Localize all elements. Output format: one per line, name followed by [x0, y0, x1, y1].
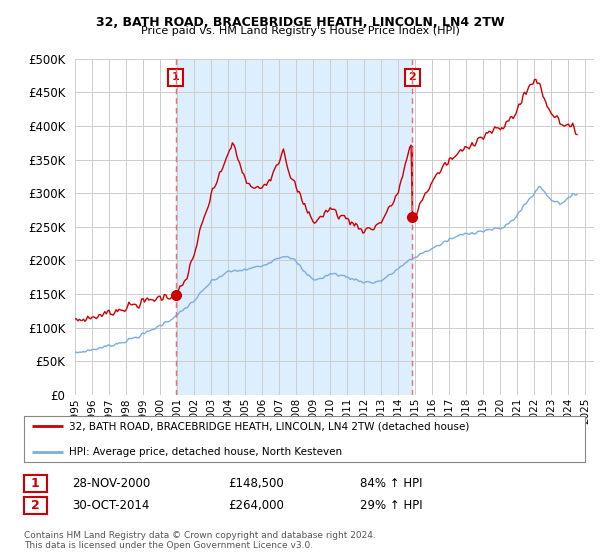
Text: Price paid vs. HM Land Registry's House Price Index (HPI): Price paid vs. HM Land Registry's House … [140, 26, 460, 36]
Text: 28-NOV-2000: 28-NOV-2000 [72, 477, 150, 490]
Text: 1: 1 [172, 72, 179, 82]
Text: 30-OCT-2014: 30-OCT-2014 [72, 499, 149, 512]
Text: 1: 1 [31, 477, 40, 490]
Text: 2: 2 [409, 72, 416, 82]
Text: Contains HM Land Registry data © Crown copyright and database right 2024.
This d: Contains HM Land Registry data © Crown c… [24, 531, 376, 550]
Text: HPI: Average price, detached house, North Kesteven: HPI: Average price, detached house, Nort… [69, 447, 342, 457]
Text: £148,500: £148,500 [228, 477, 284, 490]
Text: 84% ↑ HPI: 84% ↑ HPI [360, 477, 422, 490]
Text: 32, BATH ROAD, BRACEBRIDGE HEATH, LINCOLN, LN4 2TW: 32, BATH ROAD, BRACEBRIDGE HEATH, LINCOL… [95, 16, 505, 29]
Text: 29% ↑ HPI: 29% ↑ HPI [360, 499, 422, 512]
Bar [176, 59, 412, 395]
Text: 32, BATH ROAD, BRACEBRIDGE HEATH, LINCOLN, LN4 2TW (detached house): 32, BATH ROAD, BRACEBRIDGE HEATH, LINCOL… [69, 421, 469, 431]
Text: 2: 2 [31, 499, 40, 512]
Text: £264,000: £264,000 [228, 499, 284, 512]
